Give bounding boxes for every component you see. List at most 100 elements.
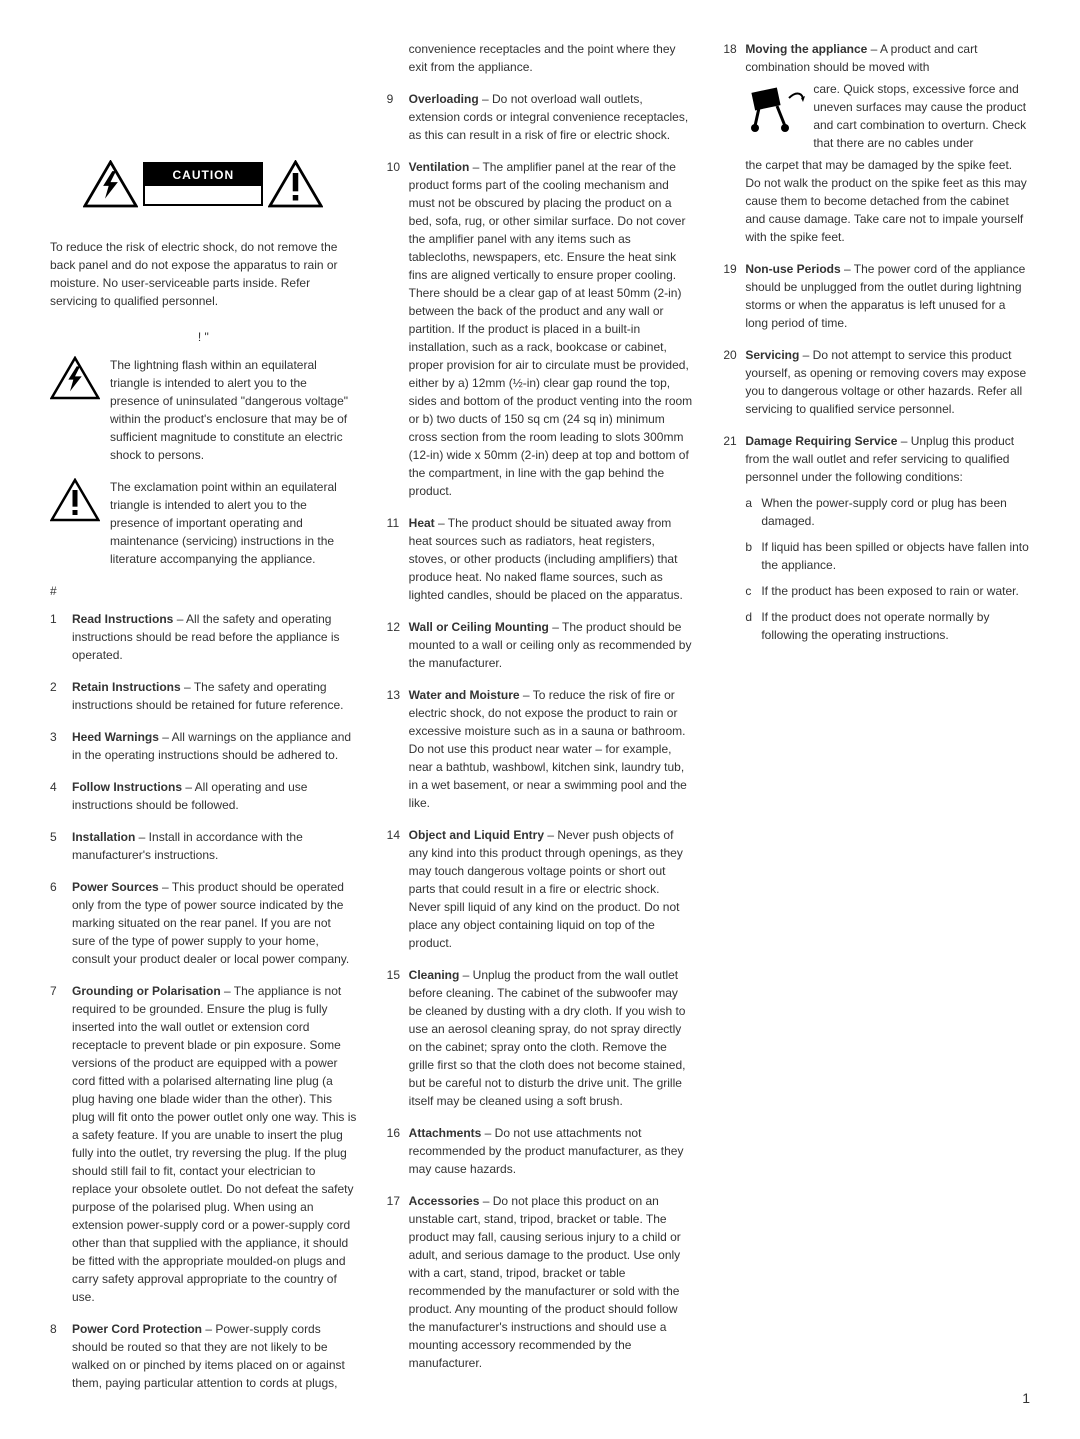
- item-heading: Installation: [72, 830, 135, 844]
- sub-condition: d If the product does not operate normall…: [745, 608, 1030, 644]
- lightning-explanation: The lightning flash within an equilatera…: [50, 356, 357, 464]
- moving-appliance-row: care. Quick stops, excessive force and u…: [745, 80, 1030, 152]
- sub-condition: cIf the product has been exposed to rain…: [745, 582, 1030, 600]
- item-body: Moving the appliance – A product and car…: [745, 42, 977, 74]
- item-number: 4: [50, 778, 57, 796]
- item-number: 10: [387, 158, 400, 176]
- item-body: Overloading – Do not overload wall outle…: [409, 92, 689, 142]
- item-number: 9: [387, 90, 394, 108]
- lightning-icon: [50, 356, 100, 400]
- sub-condition: a When the power-supply cord or plug has …: [745, 494, 1030, 530]
- safety-item: 9 Overloading – Do not overload wall outl…: [387, 90, 694, 144]
- lightning-triangle-icon: [83, 160, 138, 208]
- item-body: Ventilation – The amplifier panel at the…: [409, 160, 693, 498]
- item-heading: Servicing: [745, 348, 799, 362]
- safety-item: 1Read Instructions – All the safety and …: [50, 610, 357, 664]
- item-heading: Ventilation: [409, 160, 470, 174]
- sub-text: If the product has been exposed to rain …: [761, 584, 1019, 598]
- sub-conditions-list: a When the power-supply cord or plug has …: [745, 494, 1030, 644]
- item-number: 7: [50, 982, 57, 1000]
- item-text: – Do not place this product on an unstab…: [409, 1194, 681, 1370]
- item-body: Follow Instructions – All operating and …: [72, 780, 307, 812]
- sub-text: If liquid has been spilled or objects ha…: [761, 540, 1029, 572]
- item-number: 16: [387, 1124, 400, 1142]
- safety-item: 15 Cleaning – Unplug the product from the…: [387, 966, 694, 1110]
- cart-tip-icon: [745, 80, 805, 135]
- safety-item: 4 Follow Instructions – All operating and…: [50, 778, 357, 814]
- safety-item: 19 Non-use Periods – The power cord of th…: [723, 260, 1030, 332]
- sub-letter: a: [745, 494, 752, 512]
- item-heading: Heat: [409, 516, 435, 530]
- item-heading: Attachments: [409, 1126, 482, 1140]
- sub-text: When the power-supply cord or plug has b…: [761, 496, 1006, 528]
- caution-label: CAUTION: [145, 164, 261, 186]
- item-text: – Unplug the product from the wall outle…: [409, 968, 686, 1108]
- item-text: – The amplifier panel at the rear of the…: [409, 160, 693, 498]
- item-heading: Object and Liquid Entry: [409, 828, 544, 842]
- item-heading: Follow Instructions: [72, 780, 182, 794]
- safety-item: 16 Attachments – Do not use attachments n…: [387, 1124, 694, 1178]
- safety-item: 18 Moving the appliance – A product and c…: [723, 40, 1030, 246]
- item-number: 5: [50, 828, 57, 846]
- item-number: 17: [387, 1192, 400, 1210]
- item-number: 8: [50, 1320, 57, 1338]
- item-body: Read Instructions – All the safety and o…: [72, 612, 340, 662]
- item-heading: Heed Warnings: [72, 730, 159, 744]
- safety-item: 2Retain Instructions – The safety and op…: [50, 678, 357, 714]
- sub-letter: b: [745, 538, 752, 556]
- item-body: Object and Liquid Entry – Never push obj…: [409, 828, 683, 950]
- safety-item: 14Object and Liquid Entry – Never push o…: [387, 826, 694, 952]
- item-number: 6: [50, 878, 57, 896]
- sub-text: If the product does not operate normally…: [761, 610, 989, 642]
- item-text: – The product should be situated away fr…: [409, 516, 683, 602]
- safety-item: 3Heed Warnings – All warnings on the app…: [50, 728, 357, 764]
- symbol-heading: ! ": [50, 328, 357, 346]
- safety-item: 17 Accessories – Do not place this produc…: [387, 1192, 694, 1372]
- sub-condition: b If liquid has been spilled or objects h…: [745, 538, 1030, 574]
- item-heading: Power Sources: [72, 880, 159, 894]
- safety-item: 6Power Sources – This product should be …: [50, 878, 357, 968]
- item-number: 20: [723, 346, 736, 364]
- item-heading: Read Instructions: [72, 612, 173, 626]
- safety-item: 20 Servicing – Do not attempt to service …: [723, 346, 1030, 418]
- item-number: 13: [387, 686, 400, 704]
- item-body: Attachments – Do not use attachments not…: [409, 1126, 684, 1176]
- moving-text-after: the carpet that may be damaged by the sp…: [745, 156, 1030, 246]
- item-heading: Accessories: [409, 1194, 480, 1208]
- item-number: 15: [387, 966, 400, 984]
- exclamation-icon: [50, 478, 100, 522]
- item-heading: Moving the appliance: [745, 42, 867, 56]
- item-body: Heat – The product should be situated aw…: [409, 516, 683, 602]
- item-body: Retain Instructions – The safety and ope…: [72, 680, 344, 712]
- item-heading: Retain Instructions: [72, 680, 181, 694]
- item-body: Cleaning – Unplug the product from the w…: [409, 968, 686, 1108]
- item-body: Grounding or Polarisation – The applianc…: [72, 984, 356, 1304]
- item-heading: Non-use Periods: [745, 262, 840, 276]
- safety-item: 12Wall or Ceiling Mounting – The product…: [387, 618, 694, 672]
- item-heading: Power Cord Protection: [72, 1322, 202, 1336]
- item-number: 19: [723, 260, 736, 278]
- item-text: – The appliance is not required to be gr…: [72, 984, 356, 1304]
- item-heading: Water and Moisture: [409, 688, 520, 702]
- item-heading: Grounding or Polarisation: [72, 984, 221, 998]
- exclamation-explanation: The exclamation point within an equilate…: [50, 478, 357, 568]
- item-body: Accessories – Do not place this product …: [409, 1194, 681, 1370]
- item-text: – To reduce the risk of fire or electric…: [409, 688, 687, 810]
- item-body: Servicing – Do not attempt to service th…: [745, 348, 1026, 416]
- caution-graphic: CAUTION: [50, 160, 357, 208]
- item-heading: Cleaning: [409, 968, 460, 982]
- exclamation-text: The exclamation point within an equilate…: [110, 478, 357, 568]
- item-number: 18: [723, 40, 736, 58]
- item-body: Non-use Periods – The power cord of the …: [745, 262, 1025, 330]
- sub-letter: d: [745, 608, 752, 626]
- item-number: 11: [387, 514, 399, 532]
- moving-text-beside-icon: care. Quick stops, excessive force and u…: [813, 80, 1030, 152]
- item-body: Installation – Install in accordance wit…: [72, 830, 303, 862]
- item-heading: Wall or Ceiling Mounting: [409, 620, 549, 634]
- caution-label-box: CAUTION: [143, 162, 263, 206]
- item-body: Damage Requiring Service – Unplug this p…: [745, 434, 1014, 484]
- intro-paragraph: To reduce the risk of electric shock, do…: [50, 238, 357, 310]
- item-number: 3: [50, 728, 57, 746]
- hash-marker: #: [50, 582, 357, 600]
- safety-item: 21Damage Requiring Service – Unplug this…: [723, 432, 1030, 644]
